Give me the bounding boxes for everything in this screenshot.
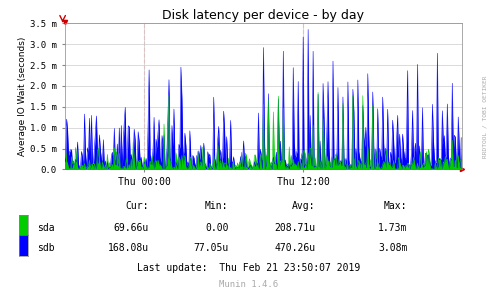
Text: 168.08u: 168.08u bbox=[108, 243, 149, 253]
Text: Cur:: Cur: bbox=[126, 201, 149, 211]
Title: Disk latency per device - by day: Disk latency per device - by day bbox=[163, 9, 364, 22]
Text: RRDTOOL / TOBI OETIKER: RRDTOOL / TOBI OETIKER bbox=[482, 76, 487, 158]
Text: sdb: sdb bbox=[37, 243, 55, 253]
Text: Max:: Max: bbox=[384, 201, 408, 211]
Text: sda: sda bbox=[37, 223, 55, 233]
Text: 3.08m: 3.08m bbox=[378, 243, 408, 253]
Y-axis label: Average IO Wait (seconds): Average IO Wait (seconds) bbox=[18, 37, 27, 156]
Text: 0.00: 0.00 bbox=[205, 223, 229, 233]
Text: 470.26u: 470.26u bbox=[274, 243, 316, 253]
Text: 77.05u: 77.05u bbox=[193, 243, 229, 253]
Text: 69.66u: 69.66u bbox=[114, 223, 149, 233]
Text: Min:: Min: bbox=[205, 201, 229, 211]
Text: Last update:  Thu Feb 21 23:50:07 2019: Last update: Thu Feb 21 23:50:07 2019 bbox=[137, 263, 360, 273]
Text: 1.73m: 1.73m bbox=[378, 223, 408, 233]
Text: 208.71u: 208.71u bbox=[274, 223, 316, 233]
Text: Avg:: Avg: bbox=[292, 201, 316, 211]
Text: Munin 1.4.6: Munin 1.4.6 bbox=[219, 280, 278, 289]
